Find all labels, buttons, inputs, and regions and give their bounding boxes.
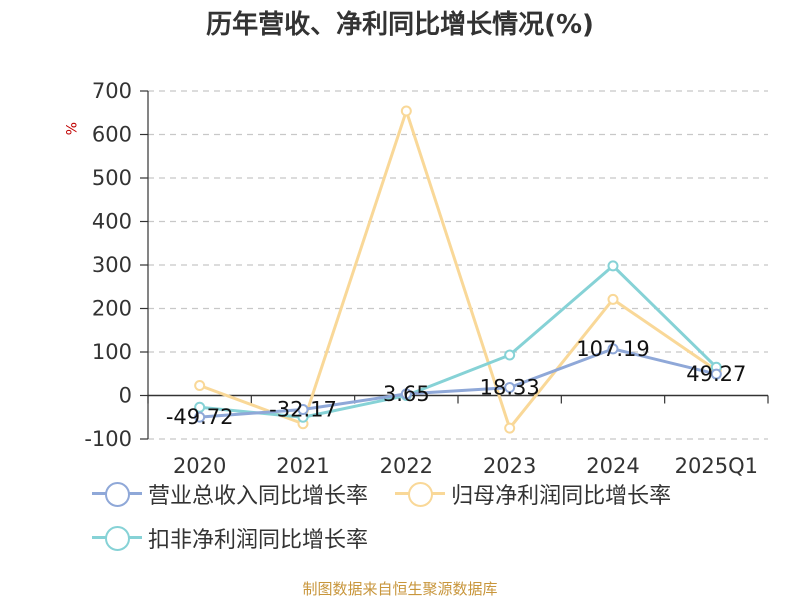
x-tick-label: 2021 xyxy=(276,454,329,478)
legend-item-net-profit[interactable]: 归母净利润同比增长率 xyxy=(395,478,671,510)
data-label: 3.65 xyxy=(383,382,430,406)
x-tick-label: 2022 xyxy=(380,454,433,478)
legend-marker-net-profit xyxy=(395,481,446,507)
data-point xyxy=(607,260,619,272)
data-point xyxy=(504,422,516,434)
y-tick-label: 0 xyxy=(119,384,132,408)
data-point xyxy=(194,379,206,391)
data-point xyxy=(607,343,619,355)
data-point xyxy=(400,388,412,400)
data-label: -32.17 xyxy=(269,397,337,421)
data-point xyxy=(504,349,516,361)
y-tick-label: 200 xyxy=(92,297,132,321)
data-point xyxy=(400,105,412,117)
series-line-1 xyxy=(199,109,718,430)
series-line-0 xyxy=(199,347,717,419)
data-point xyxy=(194,411,206,423)
legend-label-deducted-profit: 扣非净利润同比增长率 xyxy=(148,528,369,553)
data-labels: -49.72 -32.17 3.65 18.33 107.19 49.27 xyxy=(166,337,747,429)
legend-marker-deducted-profit xyxy=(92,525,142,551)
y-tick-label: 500 xyxy=(92,166,132,190)
data-label: 18.33 xyxy=(480,376,540,400)
y-tick-label: 300 xyxy=(92,253,132,277)
data-label: 49.27 xyxy=(686,362,746,386)
series-line-2 xyxy=(199,264,718,419)
data-point xyxy=(710,368,722,380)
legend-label-net-profit: 归母净利润同比增长率 xyxy=(451,484,672,509)
y-tick-label: 600 xyxy=(92,123,132,147)
data-label: -49.72 xyxy=(166,405,234,429)
data-source-note: 制图数据来自恒生聚源数据库 xyxy=(302,580,498,598)
chart-title: 历年营收、净利同比增长情况(%) xyxy=(206,10,594,40)
data-label: 107.19 xyxy=(576,337,649,361)
data-point xyxy=(607,293,619,305)
x-tick-label: 2020 xyxy=(173,454,226,478)
legend-item-revenue[interactable]: 营业总收入同比增长率 xyxy=(92,478,368,510)
legend-marker-revenue xyxy=(92,481,142,507)
y-tick-label: 100 xyxy=(92,340,132,364)
x-tick-label: 2024 xyxy=(586,454,639,478)
axes: -100 0 100 200 300 400 500 600 700 2020 2021 2022 20… xyxy=(84,79,769,478)
y-tick-label: 400 xyxy=(92,210,132,234)
legend: 营业总收入同比增长率 归母净利润同比增长率 扣非净利润同比增长率 xyxy=(92,478,782,566)
data-point xyxy=(504,382,516,394)
y-tick-label: -100 xyxy=(84,427,132,451)
y-tick-label: 700 xyxy=(92,79,132,103)
legend-item-deducted-profit[interactable]: 扣非净利润同比增长率 xyxy=(92,522,368,554)
data-point xyxy=(297,403,309,415)
series-lines xyxy=(194,105,722,434)
legend-label-revenue: 营业总收入同比增长率 xyxy=(148,484,369,509)
x-tick-label: 2025Q1 xyxy=(675,454,758,478)
x-tick-label: 2023 xyxy=(483,454,536,478)
